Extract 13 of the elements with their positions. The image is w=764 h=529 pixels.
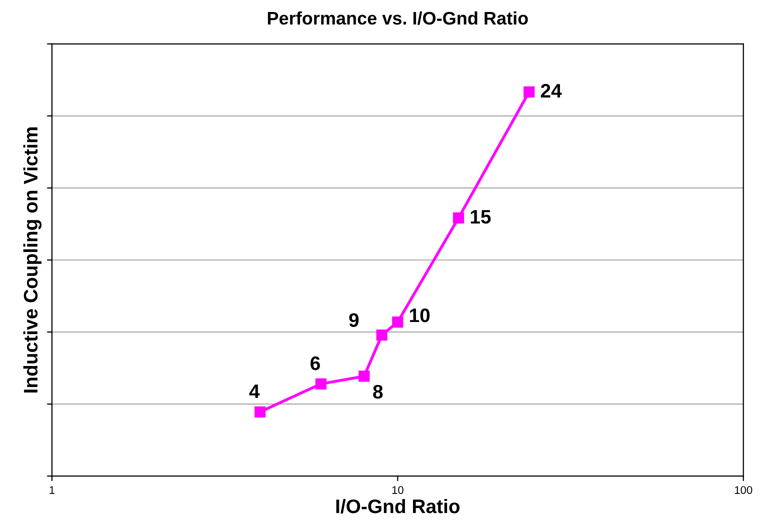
annotation: 8 (373, 384, 383, 399)
annotation: 10 (410, 308, 430, 322)
chart-title: Performance vs. I/O-Gnd Ratio (268, 11, 528, 25)
x-axis-title: I/O-Gnd Ratio (336, 498, 460, 514)
annotation: 15 (470, 210, 491, 224)
annotation: 9 (349, 313, 359, 327)
annotation: 24 (540, 84, 562, 98)
y-axis-title: Inductive Coupling on Victim (23, 127, 42, 392)
x-tick-label: 100 (734, 486, 752, 494)
x-tick-label: 1 (50, 486, 54, 494)
x-tick-label: 10 (392, 486, 404, 494)
annotation: 4 (249, 384, 260, 398)
annotation: 6 (310, 356, 320, 370)
